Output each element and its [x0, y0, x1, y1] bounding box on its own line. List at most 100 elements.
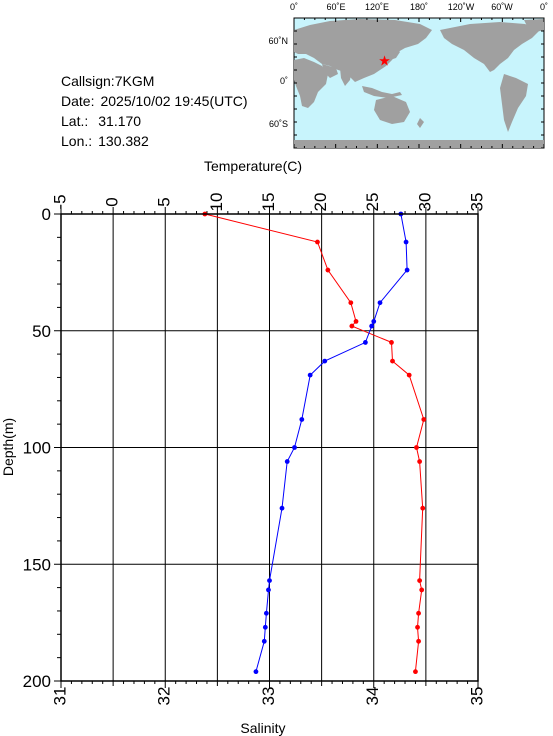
map-lon-label: 60˚E — [326, 2, 345, 12]
temperature-data-point — [349, 323, 355, 329]
salinity-data-point — [284, 459, 290, 464]
salinity-data-point — [403, 239, 409, 245]
map-landmasses — [294, 19, 544, 148]
salinity-data-point — [363, 340, 368, 345]
lat-value: 31.170 — [98, 113, 141, 129]
temperature-tick-label: 0 — [103, 197, 122, 206]
lat-line: Lat.: 31.170 — [61, 113, 141, 129]
temperature-data-point — [390, 358, 395, 364]
depth-tick-label: 100 — [23, 439, 51, 458]
temperature-tick-label: 5 — [155, 197, 174, 206]
salinity-tick-label: 31 — [50, 687, 69, 706]
salinity-data-point — [299, 417, 305, 422]
salinity-data-point — [369, 323, 375, 329]
salinity-data-point — [261, 638, 267, 644]
callsign-line: Callsign:7KGM — [61, 73, 154, 89]
depth-axis-title: Depth(m) — [0, 418, 16, 476]
salinity-tick-labels: 31 32 33 34 35 — [50, 687, 486, 706]
map-top-labels: 0˚ 60˚E 120˚E 180˚ 120˚W 60˚W 0˚ — [290, 2, 548, 12]
salinity-data-point — [262, 624, 268, 630]
salinity-data-point — [266, 587, 271, 593]
lat-label: Lat.: — [61, 113, 88, 129]
salinity-axis-title: Salinity — [240, 720, 285, 736]
station-marker-icon: ★ — [378, 52, 391, 68]
temperature-data-point — [417, 578, 423, 583]
temperature-profile-line — [204, 213, 425, 672]
profile-series — [202, 211, 427, 675]
temperature-data-point — [416, 638, 421, 644]
temperature-tick-label: 10 — [207, 193, 226, 212]
eurasia-landmass — [294, 19, 432, 82]
salinity-data-point — [279, 505, 285, 511]
date-label: Date: — [61, 93, 94, 109]
map-lon-label: 120˚W — [448, 2, 475, 12]
salinity-tick-label: 32 — [155, 687, 174, 706]
temperature-data-point — [325, 267, 331, 273]
salinity-data-point — [307, 372, 313, 378]
world-map: 0˚ 60˚E 120˚E 180˚ 120˚W 60˚W 0˚ 60˚N 0˚… — [268, 2, 548, 149]
lon-value: 130.382 — [98, 133, 149, 149]
greenland-landmass — [524, 19, 544, 32]
temperature-data-point — [419, 587, 425, 593]
india-landmass — [340, 68, 352, 86]
indonesia-landmass — [362, 86, 402, 98]
temperature-tick-label: 15 — [259, 193, 278, 212]
salinity-data-point — [263, 610, 269, 616]
salinity-data-point — [267, 578, 272, 583]
salinity-data-point — [253, 669, 259, 675]
map-lon-label: 0˚ — [540, 2, 548, 12]
depth-tick-labels: 0 50 100 150 200 — [23, 205, 51, 691]
salinity-data-point — [377, 300, 383, 306]
date-line: Date: 2025/10/02 19:45(UTC) — [61, 93, 248, 109]
callsign-label: Callsign: — [61, 73, 115, 89]
map-lon-label: 0˚ — [290, 2, 298, 12]
temperature-tick-label: -5 — [50, 194, 69, 209]
lon-line: Lon.: 130.382 — [61, 133, 149, 149]
map-lat-label: 60˚S — [269, 119, 288, 129]
depth-tick-label: 150 — [23, 555, 51, 574]
temperature-data-point — [415, 624, 420, 630]
temperature-tick-label: 30 — [415, 193, 434, 212]
temperature-data-point — [417, 459, 423, 464]
temperature-data-point — [421, 417, 427, 422]
temperature-tick-label: 20 — [311, 193, 330, 212]
africa-landmass — [294, 58, 328, 108]
depth-tick-label: 50 — [32, 322, 51, 341]
salinity-tick-label: 34 — [363, 687, 382, 706]
lon-label: Lon.: — [61, 133, 92, 149]
temperature-data-point — [414, 445, 419, 450]
salinity-data-point — [322, 358, 328, 364]
salinity-tick-label: 33 — [259, 687, 278, 706]
south-america-landmass — [500, 74, 528, 132]
temperature-data-point — [389, 340, 394, 345]
temperature-data-point — [416, 610, 421, 616]
temperature-data-point — [353, 319, 359, 324]
salinity-data-point — [292, 445, 297, 450]
new-zealand-landmass — [417, 118, 424, 128]
map-border-ticks — [293, 17, 545, 149]
north-america-landmass — [440, 22, 540, 72]
map-lat-label: 60˚N — [268, 36, 288, 46]
salinity-profile-line — [255, 213, 408, 672]
map-lon-label: 60˚W — [491, 2, 513, 12]
station-info: Callsign:7KGM Date: 2025/10/02 19:45(UTC)… — [61, 73, 248, 149]
salinity-tick-label: 35 — [467, 687, 486, 706]
temperature-data-point — [406, 372, 412, 378]
salinity-data-point — [404, 267, 410, 273]
temperature-data-point — [420, 505, 426, 511]
temperature-axis-title: Temperature(C) — [204, 158, 302, 174]
japan-landmass — [390, 48, 400, 60]
australia-landmass — [374, 96, 410, 124]
temperature-tick-label: 25 — [363, 193, 382, 212]
temperature-data-point — [348, 300, 354, 306]
map-lon-label: 120˚E — [365, 2, 389, 12]
map-lat-label: 0˚ — [280, 76, 288, 86]
plot-frame — [60, 213, 479, 682]
date-value: 2025/10/02 19:45(UTC) — [100, 93, 247, 109]
map-left-labels: 60˚N 0˚ 60˚S — [268, 36, 288, 129]
temperature-tick-label: 35 — [467, 193, 486, 212]
arabia-landmass — [322, 64, 338, 78]
temperature-tick-labels: -5 0 5 10 15 20 25 30 35 — [50, 193, 486, 212]
temperature-data-point — [315, 239, 320, 245]
